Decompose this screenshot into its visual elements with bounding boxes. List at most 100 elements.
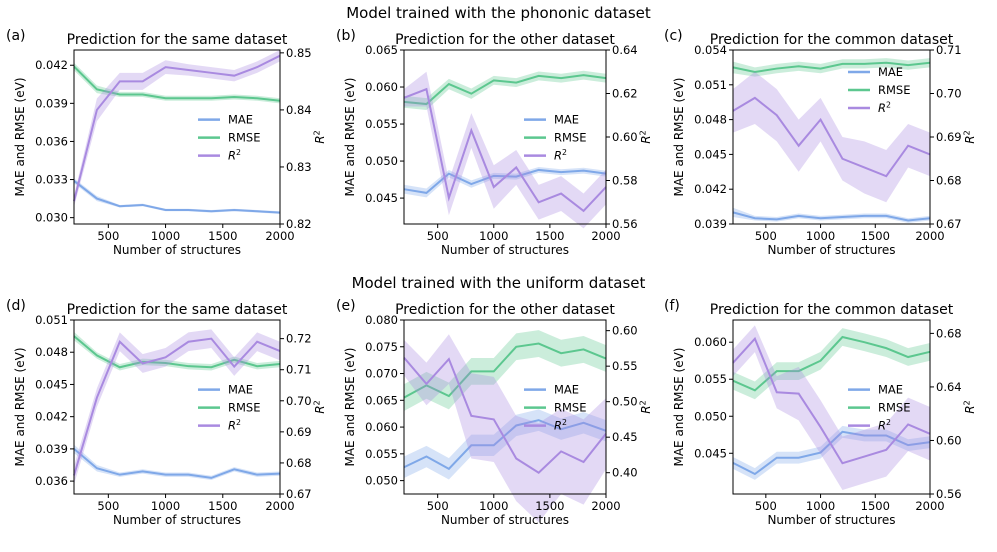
legend-label: MAE	[228, 383, 253, 397]
rmse-band	[74, 62, 280, 104]
y-left-axis-label: MAE and RMSE (eV)	[672, 347, 686, 466]
y-right-tick-label: 0.83	[286, 160, 312, 174]
mae-line	[403, 419, 607, 471]
mae-line	[732, 430, 931, 476]
y-right-tick-label: 0.68	[936, 174, 962, 188]
y-left-axis-label: MAE and RMSE (eV)	[343, 347, 357, 466]
panel-c: 500 1000 1500 2000 0.039 0.042 0.045 0.048 0.051…	[664, 28, 977, 257]
r2-band	[74, 329, 280, 485]
y-left-tick-label: 0.048	[694, 113, 727, 127]
x-tick-label: 1000	[151, 499, 180, 513]
y-left-tick-label: 0.054	[694, 43, 727, 57]
y-left-tick-label: 0.051	[694, 78, 727, 92]
r2-line	[403, 356, 607, 474]
y-right-tick-label: 0.70	[286, 394, 312, 408]
y-right-axis-label: R2	[311, 130, 327, 144]
x-tick-label: 1500	[535, 499, 564, 513]
legend-label: RMSE	[554, 401, 586, 415]
x-axis-label: Number of structures	[113, 513, 241, 527]
y-left-tick-label: 0.070	[365, 367, 398, 381]
y-right-tick-label: 0.69	[936, 130, 962, 144]
axes-frame	[732, 319, 931, 495]
rmse-band	[404, 70, 606, 110]
y-left-axis-label: MAE and RMSE (eV)	[13, 77, 27, 196]
x-tick-label: 1500	[535, 229, 564, 243]
y-left-tick-label: 0.039	[694, 217, 727, 231]
y-right-tick-label: 0.72	[286, 332, 312, 346]
legend-label: R2	[554, 418, 567, 432]
y-right-axis-label: R2	[637, 130, 653, 144]
y-right-tick-label: 0.64	[612, 43, 638, 57]
y-right-tick-label: 0.71	[286, 363, 312, 377]
panel-title: Prediction for the same dataset	[67, 302, 288, 318]
legend-label: RMSE	[878, 83, 910, 97]
x-tick-label: 1500	[208, 499, 237, 513]
legend-label: MAE	[878, 65, 903, 79]
y-left-tick-label: 0.045	[694, 446, 727, 460]
rmse-line	[732, 335, 931, 392]
x-tick-label: 500	[97, 499, 119, 513]
y-right-tick-label: 0.71	[936, 43, 962, 57]
y-left-tick-label: 0.080	[365, 313, 398, 327]
x-tick-label: 2000	[591, 229, 620, 243]
y-right-tick-label: 0.70	[936, 87, 962, 101]
y-right-tick-label: 0.69	[286, 425, 312, 439]
x-tick-label: 2000	[915, 229, 944, 243]
y-right-tick-label: 0.67	[286, 487, 312, 501]
x-tick-label: 500	[427, 499, 449, 513]
x-axis-label: Number of structures	[441, 243, 569, 257]
y-left-tick-label: 0.050	[365, 154, 398, 168]
y-right-tick-label: 0.84	[286, 103, 312, 117]
y-left-tick-label: 0.055	[694, 372, 727, 386]
y-right-axis-label: R2	[961, 400, 977, 414]
r2-line	[403, 87, 607, 213]
y-left-tick-label: 0.042	[35, 58, 68, 72]
r2-band	[733, 71, 930, 203]
x-tick-label: 1500	[861, 499, 890, 513]
panel-d: 500 1000 1500 2000 0.036 0.039 0.042 0.045 0.048…	[6, 298, 327, 527]
x-tick-label: 500	[427, 229, 449, 243]
y-left-axis-label: MAE and RMSE (eV)	[13, 347, 27, 466]
y-right-tick-label: 0.68	[286, 456, 312, 470]
legend-label: R2	[878, 418, 891, 432]
row-title-uniform: Model trained with the uniform dataset	[351, 274, 646, 292]
y-left-tick-label: 0.065	[365, 393, 398, 407]
axes-frame	[73, 49, 281, 225]
mae-line	[732, 211, 931, 222]
x-tick-label: 2000	[915, 499, 944, 513]
rmse-line	[73, 335, 281, 369]
y-left-tick-label: 0.030	[35, 211, 68, 225]
x-tick-label: 1000	[806, 229, 835, 243]
y-left-tick-label: 0.045	[35, 377, 68, 391]
y-right-tick-label: 0.64	[936, 380, 962, 394]
y-left-tick-label: 0.036	[35, 474, 68, 488]
legend-label: MAE	[228, 113, 253, 127]
y-left-tick-label: 0.050	[365, 474, 398, 488]
legend-label: R2	[228, 418, 241, 432]
r2-line	[732, 336, 931, 465]
legend-label: R2	[878, 101, 891, 115]
r2-line	[73, 337, 281, 476]
y-left-tick-label: 0.060	[365, 80, 398, 94]
axes-frame	[73, 319, 281, 495]
rmse-line	[73, 65, 281, 102]
y-right-tick-label: 0.56	[936, 487, 962, 501]
mae-band	[74, 178, 280, 214]
legend-label: RMSE	[878, 401, 910, 415]
y-right-tick-label: 0.62	[612, 87, 638, 101]
y-left-tick-label: 0.045	[694, 147, 727, 161]
x-tick-label: 1000	[479, 499, 508, 513]
y-left-axis-label: MAE and RMSE (eV)	[672, 77, 686, 196]
mae-band	[404, 166, 606, 198]
rmse-line	[403, 342, 607, 399]
x-tick-label: 500	[755, 499, 777, 513]
x-tick-label: 2000	[265, 229, 294, 243]
panel-a: 500 1000 1500 2000 0.030 0.033 0.036 0.039 0.042…	[6, 28, 327, 257]
legend-label: RMSE	[554, 131, 586, 145]
x-tick-label: 1500	[861, 229, 890, 243]
y-right-tick-label: 0.58	[612, 174, 638, 188]
r2-band	[74, 50, 280, 207]
y-left-tick-label: 0.039	[35, 442, 68, 456]
y-left-tick-label: 0.060	[694, 335, 727, 349]
y-left-tick-label: 0.042	[694, 182, 727, 196]
